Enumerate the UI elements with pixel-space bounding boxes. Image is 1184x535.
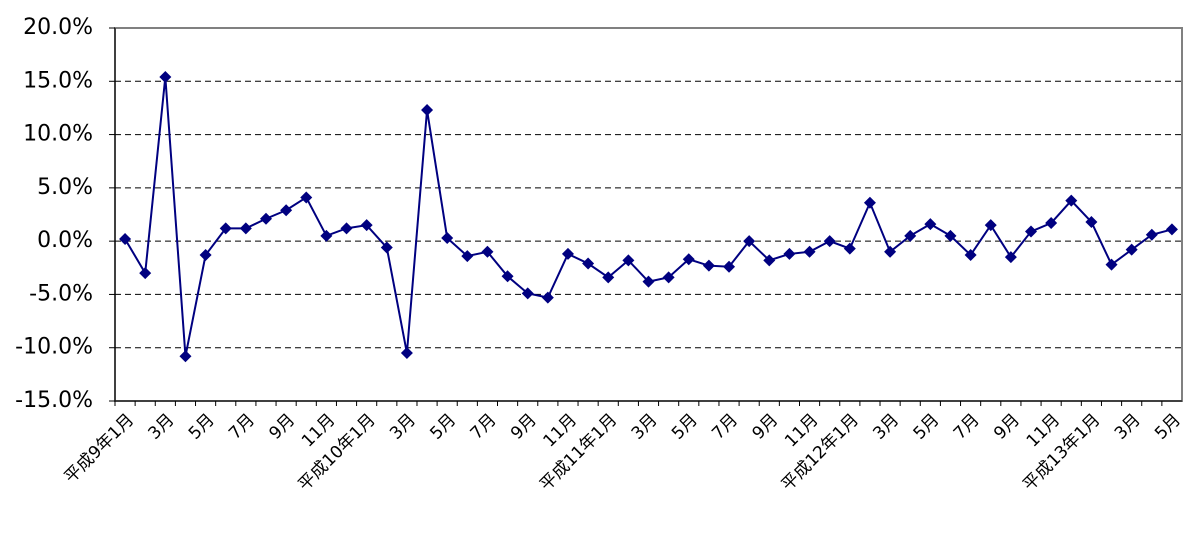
data-point bbox=[400, 347, 413, 360]
data-point bbox=[481, 245, 494, 258]
data-point bbox=[541, 291, 554, 304]
data-point bbox=[803, 245, 816, 258]
x-tick-label: 9月 bbox=[990, 410, 1024, 444]
x-tick-label: 7月 bbox=[708, 410, 742, 444]
x-tick-label: 平成9年1月 bbox=[61, 410, 139, 488]
data-point bbox=[863, 196, 876, 209]
data-point bbox=[1125, 243, 1138, 256]
data-point bbox=[521, 287, 534, 300]
y-tick-label: 10.0% bbox=[23, 122, 93, 147]
data-point bbox=[1045, 217, 1058, 230]
data-point bbox=[823, 235, 836, 248]
data-point bbox=[944, 229, 957, 242]
x-tick-label: 9月 bbox=[507, 410, 541, 444]
data-point bbox=[602, 271, 615, 284]
data-point bbox=[461, 250, 474, 263]
data-point bbox=[320, 229, 333, 242]
x-tick-label: 3月 bbox=[145, 410, 179, 444]
x-tick-label: 5月 bbox=[1151, 410, 1184, 444]
data-point bbox=[159, 71, 172, 84]
data-point bbox=[380, 241, 393, 254]
data-point bbox=[622, 254, 635, 267]
data-point bbox=[1025, 225, 1038, 238]
x-tick-label: 3月 bbox=[869, 410, 903, 444]
data-point bbox=[300, 191, 313, 204]
data-point bbox=[984, 219, 997, 232]
data-point bbox=[843, 242, 856, 255]
y-tick-label: -5.0% bbox=[29, 281, 93, 306]
data-point bbox=[139, 267, 152, 280]
data-point bbox=[702, 259, 715, 272]
data-point bbox=[783, 247, 796, 260]
x-tick-label: 9月 bbox=[749, 410, 783, 444]
data-point bbox=[682, 253, 695, 266]
y-tick-label: 15.0% bbox=[23, 68, 93, 93]
y-tick-label: -10.0% bbox=[15, 335, 93, 360]
data-point bbox=[743, 235, 756, 248]
data-point bbox=[763, 254, 776, 267]
data-point bbox=[662, 271, 675, 284]
data-point bbox=[259, 212, 272, 225]
data-point bbox=[1105, 258, 1118, 271]
y-tick-label: 5.0% bbox=[37, 175, 93, 200]
data-point bbox=[582, 257, 595, 270]
data-point bbox=[723, 260, 736, 273]
data-point bbox=[1145, 228, 1158, 241]
data-point bbox=[642, 275, 655, 288]
data-point bbox=[199, 248, 212, 261]
data-point bbox=[340, 222, 353, 235]
x-tick-label: 5月 bbox=[185, 410, 219, 444]
x-tick-label: 7月 bbox=[467, 410, 501, 444]
x-tick-label: 7月 bbox=[225, 410, 259, 444]
x-tick-label: 7月 bbox=[950, 410, 984, 444]
data-point bbox=[924, 218, 937, 231]
data-point bbox=[219, 222, 232, 235]
x-tick-label: 5月 bbox=[426, 410, 460, 444]
x-tick-label: 3月 bbox=[1111, 410, 1145, 444]
data-point bbox=[501, 270, 514, 283]
data-point bbox=[1004, 251, 1017, 264]
y-tick-label: -15.0% bbox=[15, 388, 93, 413]
data-point bbox=[884, 245, 897, 258]
data-point bbox=[280, 204, 293, 217]
data-point bbox=[904, 229, 917, 242]
data-point bbox=[964, 248, 977, 261]
plot-area bbox=[114, 27, 1183, 402]
data-point bbox=[239, 222, 252, 235]
x-tick-label: 3月 bbox=[628, 410, 662, 444]
data-point bbox=[561, 247, 574, 260]
x-tick-label: 9月 bbox=[265, 410, 299, 444]
data-point bbox=[1065, 194, 1078, 207]
data-point bbox=[421, 104, 434, 117]
x-tick-label: 5月 bbox=[910, 410, 944, 444]
data-point bbox=[441, 231, 454, 244]
data-point bbox=[1085, 215, 1098, 228]
y-tick-label: 0.0% bbox=[37, 228, 93, 253]
x-tick-label: 5月 bbox=[668, 410, 702, 444]
y-tick-label: 20.0% bbox=[23, 15, 93, 40]
data-point bbox=[1165, 223, 1178, 236]
data-point bbox=[179, 350, 192, 363]
data-point bbox=[119, 233, 132, 246]
data-point bbox=[360, 219, 373, 232]
x-tick-label: 3月 bbox=[386, 410, 420, 444]
